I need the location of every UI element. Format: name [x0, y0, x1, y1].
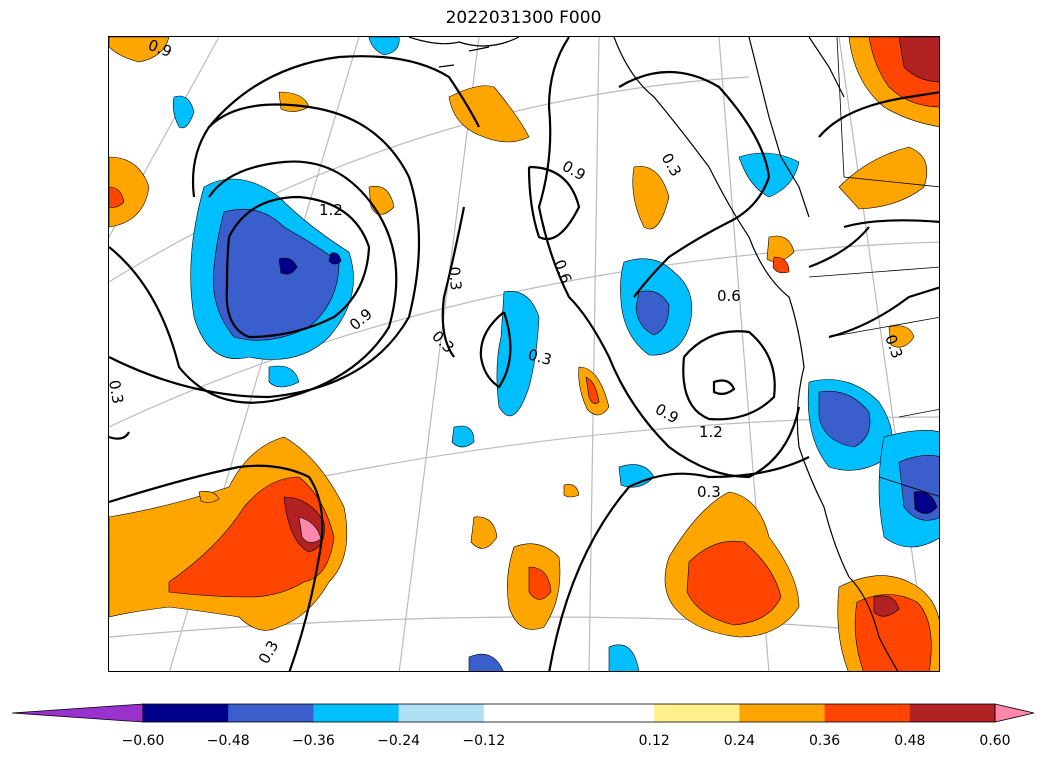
- positive-anomaly-areas: [109, 37, 939, 671]
- contour-label: 0.9: [559, 157, 589, 185]
- colorbar-segment: [909, 704, 996, 722]
- map-title: 2022031300 F000: [445, 8, 602, 28]
- colorbar-tick-label: 0.24: [723, 733, 755, 749]
- coastlines: [408, 37, 899, 671]
- contour-label: 1.2: [319, 201, 343, 219]
- colorbar-segment: [228, 704, 314, 722]
- colorbar-segment: [569, 704, 655, 722]
- contour-label: 0.3: [697, 483, 721, 501]
- colorbar-tick-label: −0.12: [462, 733, 506, 749]
- colorbar-segment: [654, 704, 740, 722]
- contour-label: 0.3: [445, 266, 465, 291]
- colorbar-segment: [398, 704, 485, 722]
- colorbar-tick-label: 0.60: [979, 733, 1011, 749]
- negative-anomaly-areas: [172, 37, 939, 671]
- contour-label: 0.6: [550, 257, 575, 286]
- contour-label: 0.3: [658, 150, 686, 180]
- contour-label: 0.9: [652, 400, 682, 428]
- colorbar-segment: [313, 704, 400, 722]
- colorbar-frame: [142, 703, 996, 723]
- contour-label: 1.2: [699, 423, 723, 441]
- colorbar-tick-label: 0.12: [638, 733, 670, 749]
- contour-label: 0.3: [109, 379, 127, 406]
- contour-label: 0.9: [146, 37, 175, 61]
- contour-label: 0.3: [428, 327, 458, 357]
- political-borders: [808, 37, 939, 497]
- map-canvas: 0.9 1.2 0.9 0.3 0.3 0.6 0.3 0.9 0.3 0.6 …: [109, 37, 939, 671]
- colorbar-extend-min: [11, 703, 144, 723]
- colorbar-tick-label: −0.48: [206, 733, 250, 749]
- colorbar-tick-label: 0.48: [894, 733, 926, 749]
- colorbar-segment: [483, 704, 570, 722]
- colorbar-tick-label: 0.36: [809, 733, 841, 749]
- colorbar: [11, 703, 1035, 723]
- colorbar-segment: [143, 704, 229, 722]
- colorbar-tick-label: −0.36: [291, 733, 335, 749]
- colorbar-segment: [739, 704, 826, 722]
- height-contours: [109, 37, 939, 671]
- contour-label: 0.3: [526, 345, 554, 369]
- contour-label: 0.6: [717, 287, 741, 305]
- contour-label: 0.3: [255, 637, 283, 667]
- colorbar-tick-label: −0.24: [377, 733, 421, 749]
- colorbar-extend-max: [994, 703, 1035, 723]
- contour-label: 0.9: [346, 305, 376, 334]
- colorbar-tick-label: −0.60: [121, 733, 165, 749]
- map-panel: 0.9 1.2 0.9 0.3 0.3 0.6 0.3 0.9 0.3 0.6 …: [108, 36, 940, 672]
- colorbar-segment: [824, 704, 911, 722]
- colorbar-segments: [11, 703, 1035, 723]
